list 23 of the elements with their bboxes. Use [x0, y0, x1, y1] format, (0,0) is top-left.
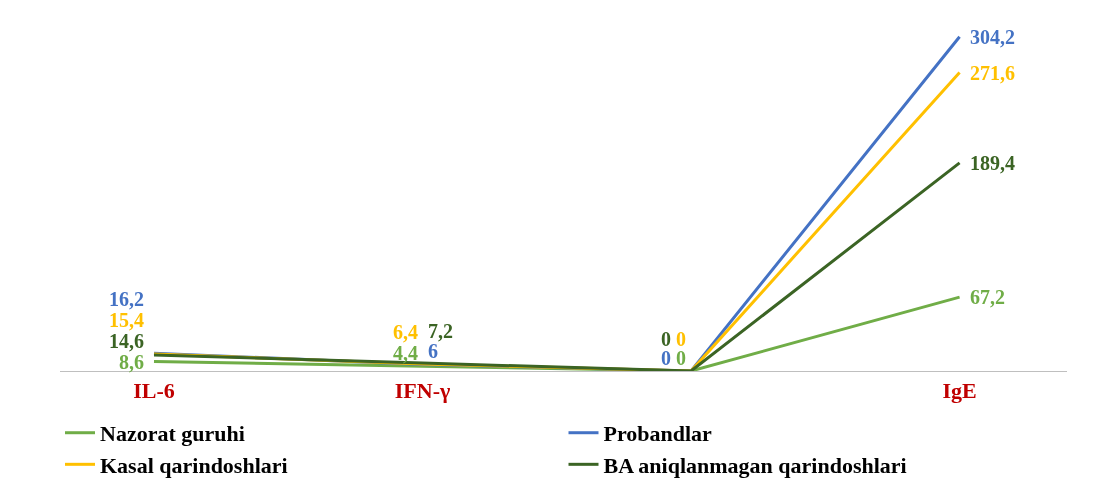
data-label: 271,6 — [970, 62, 1015, 84]
legend-label: BA aniqlanmagan qarindoshlari — [603, 452, 907, 478]
data-label: 304,2 — [970, 26, 1015, 48]
data-label: 15,4 — [109, 309, 144, 331]
data-label: 0 — [676, 328, 686, 350]
legend-label: Nazorat guruhi — [100, 421, 245, 447]
data-label: 14,6 — [109, 330, 144, 352]
data-label: 0 — [661, 328, 671, 350]
x-tick-label: IFN-γ — [394, 378, 451, 404]
legend-label: Kasal qarindoshlari — [100, 452, 288, 478]
data-label: 0 — [661, 347, 671, 369]
x-tick-label: IgE — [942, 378, 977, 404]
data-label: 8,6 — [119, 351, 144, 373]
data-label: 189,4 — [970, 152, 1015, 174]
data-label: 7,2 — [428, 320, 453, 342]
x-tick-label: IL-6 — [133, 378, 175, 404]
data-label: 67,2 — [970, 286, 1005, 308]
data-label: 16,2 — [109, 288, 144, 310]
data-label: 4,4 — [393, 342, 418, 364]
data-label: 0 — [676, 347, 686, 369]
data-label: 6,4 — [393, 321, 418, 343]
data-label: 6 — [428, 340, 438, 362]
legend-label: Probandlar — [603, 421, 713, 447]
